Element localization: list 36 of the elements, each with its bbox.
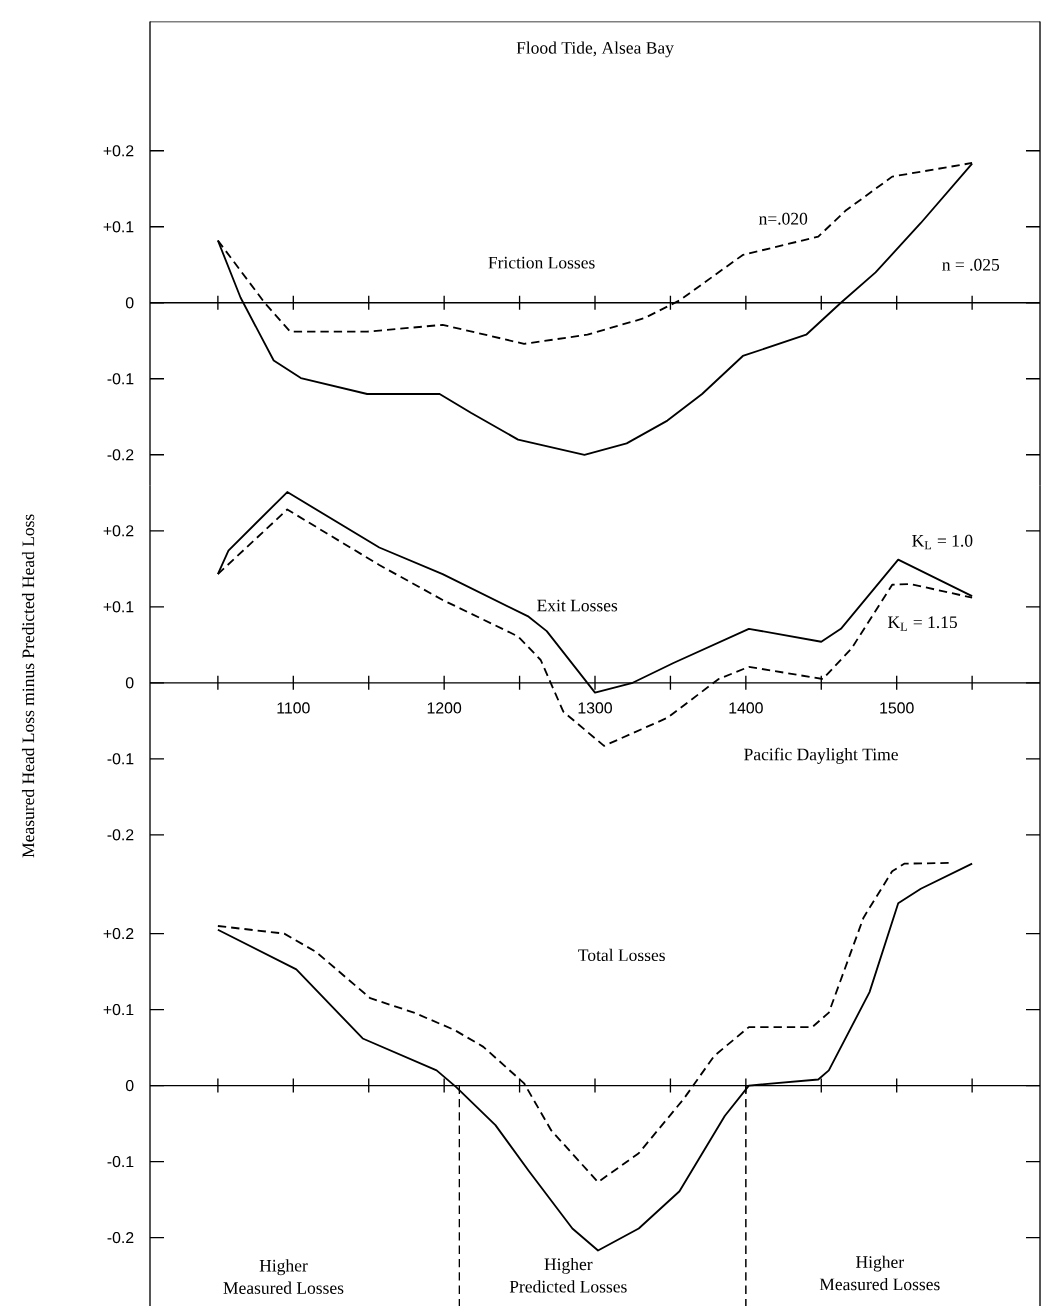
annotation: Friction Losses	[488, 256, 595, 269]
y-tick-label: 0	[125, 1079, 134, 1092]
annotation: Exit Losses	[537, 599, 618, 612]
x-tick-label: 1200	[427, 702, 462, 714]
annotation: Higher	[856, 1255, 904, 1272]
text: n = .025	[942, 258, 1000, 271]
x-tick-label: 1100	[277, 702, 310, 714]
y-tick-label: -0.1	[107, 373, 134, 385]
annotation: Higher	[544, 1257, 593, 1274]
annotation: Predicted Losses	[509, 1280, 627, 1293]
x-tick-label: 1500	[880, 702, 914, 714]
text: Flood Tide, Alsea Bay	[516, 41, 674, 58]
series-label: K$_{L}$ = 1.15	[888, 616, 957, 631]
y-tick-label: +0.2	[103, 525, 134, 537]
y-tick-label: -0.2	[107, 449, 134, 461]
annotation: Measured Losses	[819, 1277, 940, 1291]
y-tick-label: +0.1	[103, 1004, 134, 1016]
series-label: n=.020	[758, 212, 808, 225]
y-tick-label: -0.2	[107, 1231, 134, 1244]
y-tick-label: +0.2	[103, 927, 134, 940]
annotation: Higher	[259, 1259, 308, 1276]
y-tick-label: -0.1	[107, 753, 134, 765]
y-tick-label: -0.2	[107, 829, 134, 841]
y-tick-label: -0.1	[107, 1155, 134, 1168]
x-axis-title: Pacific Daylight Time	[744, 747, 898, 764]
y-tick-label: +0.1	[103, 221, 134, 233]
annotation: Measured Losses	[223, 1281, 344, 1294]
y-axis-title: Measured Head Loss minus Predicted Head Loss	[21, 514, 35, 858]
y-tick-label: +0.2	[103, 145, 134, 157]
x-tick-label: 1300	[578, 702, 612, 714]
y-tick-label: 0	[125, 677, 134, 689]
annotation: Total Losses	[578, 948, 665, 962]
x-tick-label: 1400	[729, 702, 763, 714]
series-label: K$_{L}$ = 1.0	[912, 534, 973, 550]
y-tick-label: +0.1	[103, 601, 134, 613]
y-tick-label: 0	[125, 297, 134, 309]
